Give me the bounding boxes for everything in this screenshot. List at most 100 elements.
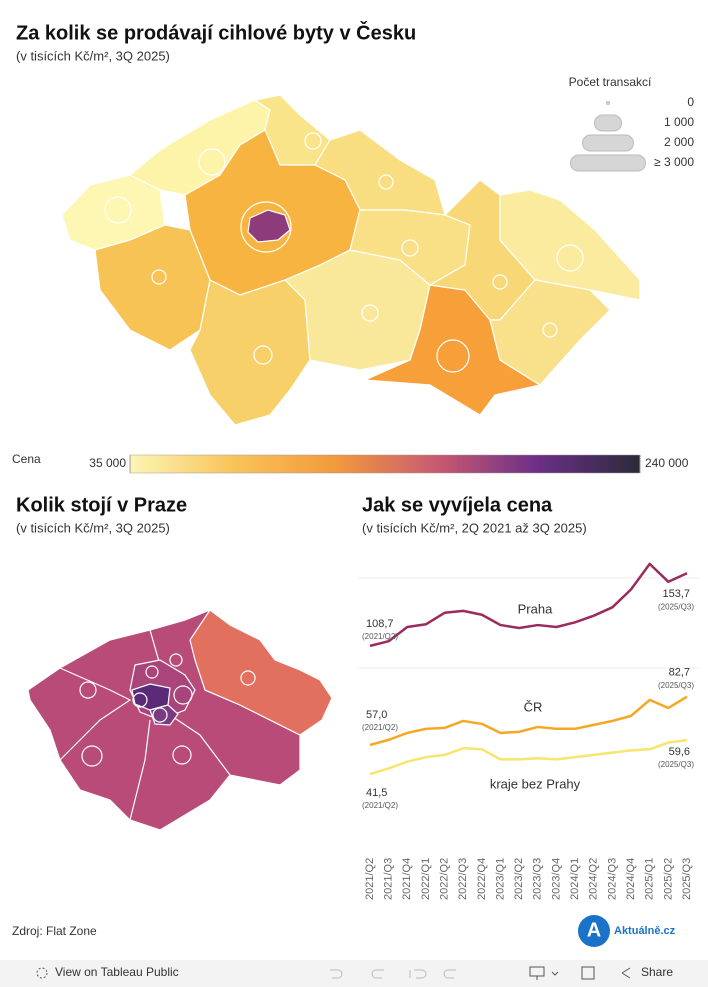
source: Zdroj: Flat Zone (12, 924, 97, 938)
line-chart: 2021/Q2 2021/Q3 2021/Q4 2022/Q1 2022/Q2 2022/… (362, 562, 694, 900)
x-tick-label: 2023/Q3 (532, 858, 544, 900)
title: Za kolik se prodávají cihlové byty v Čes… (16, 20, 416, 44)
color-legend-title: Cena (12, 452, 41, 466)
bubble (198, 148, 226, 176)
bubble (145, 665, 159, 679)
series-line (369, 738, 688, 776)
subtitle: (v tisících Kč/m², 3Q 2025) (16, 48, 170, 63)
size-legend-title: Počet transakcí (569, 75, 652, 89)
czech-map (61, 94, 641, 426)
value-note: (2021/Q2) (362, 723, 398, 732)
district-border (59, 667, 132, 761)
series-line (369, 695, 688, 747)
value-label: 82,7 (669, 667, 690, 679)
bubble (169, 653, 183, 667)
district (189, 609, 333, 736)
size-legend: 0 1 000 2 000 ≥ 3 000 (570, 95, 694, 172)
series-line (369, 562, 688, 648)
x-tick-label: 2024/Q4 (625, 858, 637, 900)
x-tick-label: 2023/Q1 (494, 858, 506, 900)
value-label: 108,7 (366, 618, 394, 630)
fullscreen-icon[interactable] (581, 966, 595, 980)
value-label: 59,6 (669, 746, 690, 758)
bubble (401, 239, 419, 257)
size-label: 1 000 (664, 115, 694, 129)
bubble (304, 132, 322, 150)
chart-title: Jak se vyvíjela cena (362, 494, 553, 516)
x-tick-label: 2024/Q2 (588, 858, 600, 900)
bubble (436, 339, 470, 373)
size-key (570, 154, 646, 172)
color-bar (129, 454, 641, 474)
view-button[interactable]: View on Tableau Public (36, 965, 179, 979)
redo-icon[interactable] (371, 969, 384, 979)
value-note: (2021/Q2) (362, 632, 398, 641)
x-tick-label: 2021/Q2 (364, 858, 376, 900)
value-label: 41,5 (366, 787, 387, 799)
x-tick-label: 2025/Q2 (662, 858, 674, 900)
bubble (104, 196, 132, 224)
district-border (169, 714, 231, 776)
region (489, 279, 611, 386)
bubble (132, 692, 148, 708)
color-label: 35 000 (89, 456, 126, 470)
undo-icon[interactable] (330, 969, 343, 979)
size-label: 0 (687, 95, 694, 109)
share-link[interactable]: Share (641, 965, 673, 979)
revert-icon[interactable] (409, 969, 427, 979)
x-tick-label: 2023/Q4 (550, 858, 562, 900)
series-label: kraje bez Prahy (490, 776, 581, 791)
x-tick-label: 2022/Q4 (476, 858, 488, 900)
logo-letter: A (587, 919, 601, 941)
download-icon[interactable] (529, 966, 559, 980)
view-link[interactable]: View on Tableau Public (55, 965, 179, 979)
refresh-icon[interactable] (443, 969, 456, 979)
color-legend: 35 000 240 000 (89, 455, 689, 473)
bubble (361, 304, 379, 322)
bubble (556, 244, 584, 272)
bubble (253, 345, 273, 365)
region (247, 209, 291, 243)
x-tick-label: 2024/Q3 (606, 858, 618, 900)
logo-text: Aktuálně.cz (614, 925, 676, 937)
view-icon (36, 967, 48, 979)
size-key (594, 114, 622, 132)
value-note: (2025/Q3) (658, 760, 694, 769)
bubble (81, 745, 103, 767)
size-key (606, 101, 610, 105)
x-tick-label: 2021/Q3 (383, 858, 395, 900)
bubble (151, 269, 167, 285)
share-button[interactable]: Share (621, 965, 673, 979)
prague-map (27, 609, 333, 831)
series-label: Praha (518, 601, 553, 616)
bubble (79, 681, 97, 699)
share-icon (621, 967, 631, 979)
bubble (492, 274, 508, 290)
x-tick-label: 2021/Q4 (401, 858, 413, 900)
x-tick-label: 2022/Q3 (457, 858, 469, 900)
chart-subtitle: (v tisících Kč/m², 2Q 2021 až 3Q 2025) (362, 520, 587, 535)
bubble (378, 174, 394, 190)
bubble (240, 201, 292, 253)
x-tick-label: 2023/Q2 (513, 858, 525, 900)
x-tick-label: 2025/Q1 (644, 858, 656, 900)
series-label: ČR (524, 699, 543, 714)
bubble (173, 685, 193, 705)
value-note: (2025/Q3) (658, 681, 694, 690)
prague-title: Kolik stojí v Praze (16, 494, 187, 516)
value-note: (2025/Q3) (658, 602, 694, 611)
prague-subtitle: (v tisících Kč/m², 3Q 2025) (16, 520, 170, 535)
x-tick-label: 2025/Q3 (681, 858, 693, 900)
bubble (152, 707, 168, 723)
x-tick-label: 2022/Q2 (438, 858, 450, 900)
district (149, 704, 179, 726)
size-key (582, 134, 634, 152)
bubble (240, 670, 256, 686)
logo-icon (578, 915, 610, 947)
toolbar (0, 960, 708, 987)
district-border (129, 719, 151, 821)
x-tick-label: 2022/Q1 (420, 858, 432, 900)
bubble (542, 322, 558, 338)
x-tick-label: 2024/Q1 (569, 858, 581, 900)
